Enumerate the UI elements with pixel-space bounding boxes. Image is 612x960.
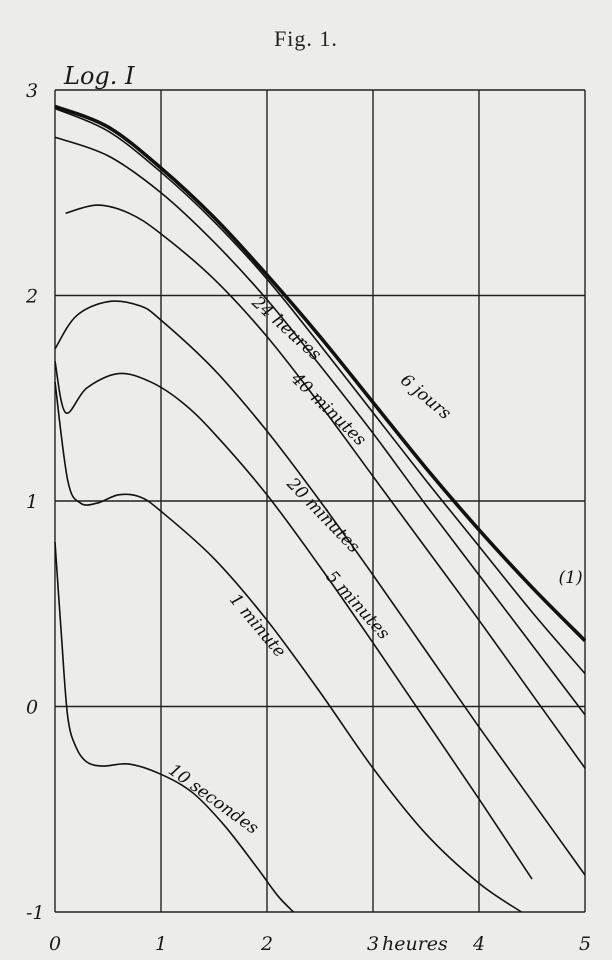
grid: [54, 89, 586, 913]
x-axis-label: heures: [382, 933, 448, 955]
series-line: [54, 542, 295, 913]
series-line: [54, 136, 586, 716]
x-tick-label: 4: [472, 933, 485, 955]
x-tick-label: 0: [49, 933, 61, 955]
curve-label: 10 secondes: [164, 760, 262, 839]
x-tick-label: 5: [579, 933, 591, 955]
curve-label: 1 minute: [225, 590, 290, 662]
y-tick-label: 0: [26, 697, 38, 719]
x-tick-label: 2: [260, 933, 273, 955]
y-axis-label: Log. I: [63, 62, 135, 90]
x-tick-label: 3: [367, 933, 379, 955]
y-tick-label: -1: [26, 902, 45, 924]
series-line: [54, 300, 586, 876]
y-tick-label: 3: [26, 80, 38, 102]
y-tick-label: 1: [26, 491, 38, 513]
series-line: [54, 104, 587, 643]
series-line: [65, 204, 586, 769]
curve-label: 5 minutes: [322, 567, 394, 644]
series-line: [54, 107, 586, 675]
figure-title: Fig. 1.: [274, 26, 338, 51]
curve-label: 6 jours: [396, 370, 455, 424]
series-line: [54, 361, 533, 880]
series-group: [54, 104, 587, 913]
y-tick-label: 2: [25, 286, 38, 308]
x-tick-label: 1: [155, 933, 167, 955]
series-line: [54, 381, 522, 913]
curve-label: 20 minutes: [282, 473, 364, 557]
curve-annotation: (1): [559, 568, 583, 588]
